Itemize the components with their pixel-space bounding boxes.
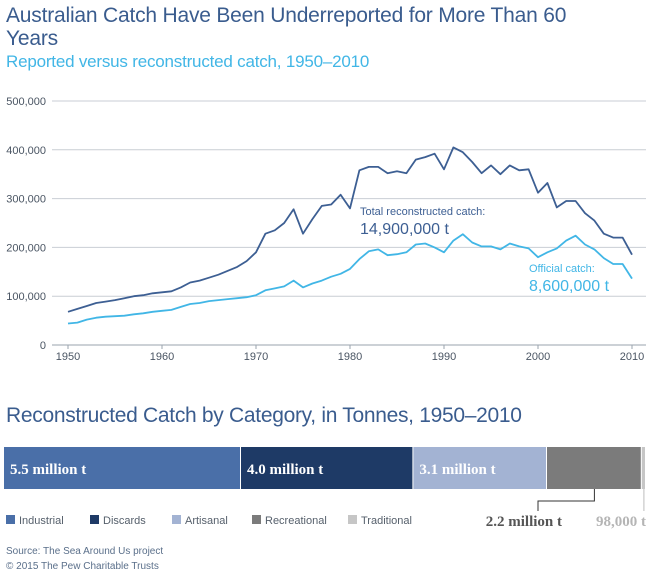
bar-value-label: 3.1 million t <box>419 462 495 478</box>
y-tick-label: 500,000 <box>6 96 46 108</box>
bar-segment-traditional <box>641 447 645 489</box>
legend-label: Discards <box>103 515 146 527</box>
y-tick-label: 300,000 <box>6 194 46 206</box>
y-tick-label: 200,000 <box>6 242 46 254</box>
bar-segment-industrial <box>4 447 240 489</box>
bar-segment-discards <box>241 447 413 489</box>
official-catch-label: Official catch: <box>529 263 595 275</box>
x-tick-label: 1960 <box>150 351 174 363</box>
legend-label: Industrial <box>19 515 64 527</box>
y-tick-label: 0 <box>40 340 46 352</box>
legend-swatch <box>90 515 99 524</box>
bar-value-label: 98,000 t <box>596 514 646 530</box>
legend-swatch <box>252 515 261 524</box>
x-tick-label: 1980 <box>338 351 362 363</box>
total-catch-label: Total reconstructed catch: <box>360 206 485 218</box>
legend-label: Traditional <box>361 515 412 527</box>
x-tick-label: 2010 <box>620 351 644 363</box>
series-line-total <box>67 146 633 313</box>
x-tick-label: 1970 <box>244 351 268 363</box>
legend-swatch <box>6 515 15 524</box>
legend-swatch <box>172 515 181 524</box>
bar-segment-artisanal <box>413 447 546 489</box>
x-tick-label: 1990 <box>432 351 456 363</box>
y-tick-label: 100,000 <box>6 291 46 303</box>
legend-label: Artisanal <box>185 515 228 527</box>
source-note: Source: The Sea Around Us project <box>6 546 164 557</box>
series-line-official <box>67 233 633 325</box>
bar-value-label: 2.2 million t <box>486 514 562 530</box>
category-chart-title: Reconstructed Catch by Category, in Tonn… <box>6 404 522 427</box>
legend-label: Recreational <box>265 515 327 527</box>
copyright-note: © 2015 The Pew Charitable Trusts <box>6 561 159 572</box>
recreational-callout-line <box>537 489 595 511</box>
bar-value-label: 5.5 million t <box>10 462 86 478</box>
line-chart: 0 100,000 200,000 300,000 400,000 500,000 1950… <box>6 96 646 363</box>
legend-swatch <box>348 515 357 524</box>
official-catch-value: 8,600,000 t <box>529 278 610 295</box>
x-tick-label: 1950 <box>56 351 80 363</box>
y-tick-label: 400,000 <box>6 145 46 157</box>
bar-segment-recreational <box>547 447 641 489</box>
total-catch-value: 14,900,000 t <box>360 221 450 238</box>
bar-value-label: 4.0 million t <box>247 462 323 478</box>
stacked-bar-chart: 5.5 million t 4.0 million t 3.1 million t 2… <box>4 447 646 530</box>
x-tick-label: 2000 <box>526 351 550 363</box>
chart-title: Australian Catch Have Been Underreported… <box>6 4 567 50</box>
chart-subtitle: Reported versus reconstructed catch, 195… <box>6 52 370 71</box>
